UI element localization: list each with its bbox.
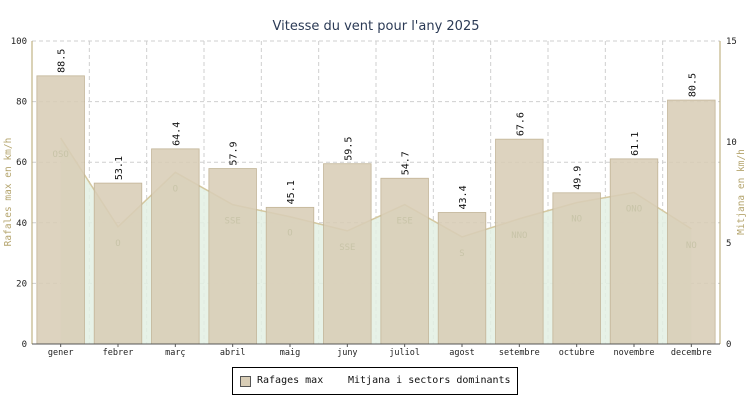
x-tick-label: juliol xyxy=(389,348,420,358)
y-tick-label-right: 0 xyxy=(726,340,731,350)
bar-decembre xyxy=(667,99,716,345)
bar-agost xyxy=(437,212,487,345)
x-tick-label: agost xyxy=(449,348,475,358)
x-tick-label: maig xyxy=(280,348,300,358)
sector-label: O xyxy=(287,229,292,239)
x-tick-label: octubre xyxy=(559,348,595,358)
bar-value-label: 88.5 xyxy=(57,49,68,73)
chart-title: Vitesse du vent pour l'any 2025 xyxy=(273,19,480,34)
legend: Rafages max Mitjana i sectors dominants xyxy=(232,367,518,395)
sector-label: OSO xyxy=(53,150,69,160)
bar-maig xyxy=(265,206,315,345)
bar-value-label: 45.1 xyxy=(286,180,297,204)
x-tick-label: novembre xyxy=(614,348,655,358)
y-tick-label-left: 100 xyxy=(11,37,27,47)
sector-label: NO xyxy=(571,215,582,225)
bar-juny xyxy=(323,163,372,345)
sector-label: NO xyxy=(686,241,697,251)
bar-setembre xyxy=(495,138,544,345)
x-tick-label: març xyxy=(165,348,185,358)
bar-gener xyxy=(36,75,85,345)
sector-label: O xyxy=(115,239,120,249)
x-tick-label: juny xyxy=(337,348,357,358)
x-tick-label: decembre xyxy=(671,348,712,358)
y-tick-label-left: 60 xyxy=(16,158,27,168)
y-tick-label-right: 10 xyxy=(726,138,737,148)
bar-value-label: 80.5 xyxy=(687,73,698,97)
y-tick-label-left: 0 xyxy=(22,340,27,350)
bar-value-label: 53.1 xyxy=(114,156,125,180)
y-tick-label-right: 5 xyxy=(726,239,731,249)
bar-value-label: 54.7 xyxy=(401,151,412,175)
bar-value-label: 64.4 xyxy=(171,122,182,146)
bar-value-label: 59.5 xyxy=(343,137,354,161)
y-tick-label-left: 80 xyxy=(16,98,27,108)
bar-juliol xyxy=(380,177,429,345)
sector-label: O xyxy=(173,184,178,194)
bar-value-label: 49.9 xyxy=(573,166,584,190)
y-axis-title-right: Mitjana en km/h xyxy=(736,149,747,235)
legend-label-gusts: Rafages max xyxy=(257,375,324,386)
data-labels: 88.5 53.1 64.4 57.9 45.1 59.5 54.7 43.4 67.6 49.9… xyxy=(53,49,699,259)
bar-febrer xyxy=(93,182,143,345)
sector-label: ESE xyxy=(397,217,413,227)
bar-abril xyxy=(208,168,257,345)
bar-novembre xyxy=(609,158,659,345)
x-tick-label: setembre xyxy=(499,348,540,358)
x-tick-label: abril xyxy=(220,348,246,358)
x-tick-label: gener xyxy=(48,348,74,358)
bar-value-label: 43.4 xyxy=(458,185,469,209)
bar-març xyxy=(151,148,200,345)
bar-value-label: 67.6 xyxy=(515,112,526,136)
legend-swatch-gusts xyxy=(240,376,251,387)
sector-label: SSE xyxy=(225,217,241,227)
sector-label: ONO xyxy=(626,205,642,215)
sector-label: SSE xyxy=(339,243,355,253)
y-axis-title-left: Rafales max en km/h xyxy=(3,138,14,247)
legend-label-average: Mitjana i sectors dominants xyxy=(348,375,511,386)
bar-value-label: 57.9 xyxy=(229,141,240,165)
y-tick-label-left: 40 xyxy=(16,219,27,229)
x-tick-label: febrer xyxy=(103,348,134,358)
bar-value-label: 61.1 xyxy=(630,132,641,156)
y-tick-label-right: 15 xyxy=(726,37,737,47)
axes: 0 20 40 60 80 100 0 5 10 15 gener febrer març abril ma… xyxy=(11,37,737,358)
bar-octubre xyxy=(552,192,601,345)
sector-label: NNO xyxy=(511,231,527,241)
y-tick-label-left: 20 xyxy=(16,279,27,289)
sector-label: S xyxy=(459,249,464,259)
gust-bar-series xyxy=(36,75,716,345)
